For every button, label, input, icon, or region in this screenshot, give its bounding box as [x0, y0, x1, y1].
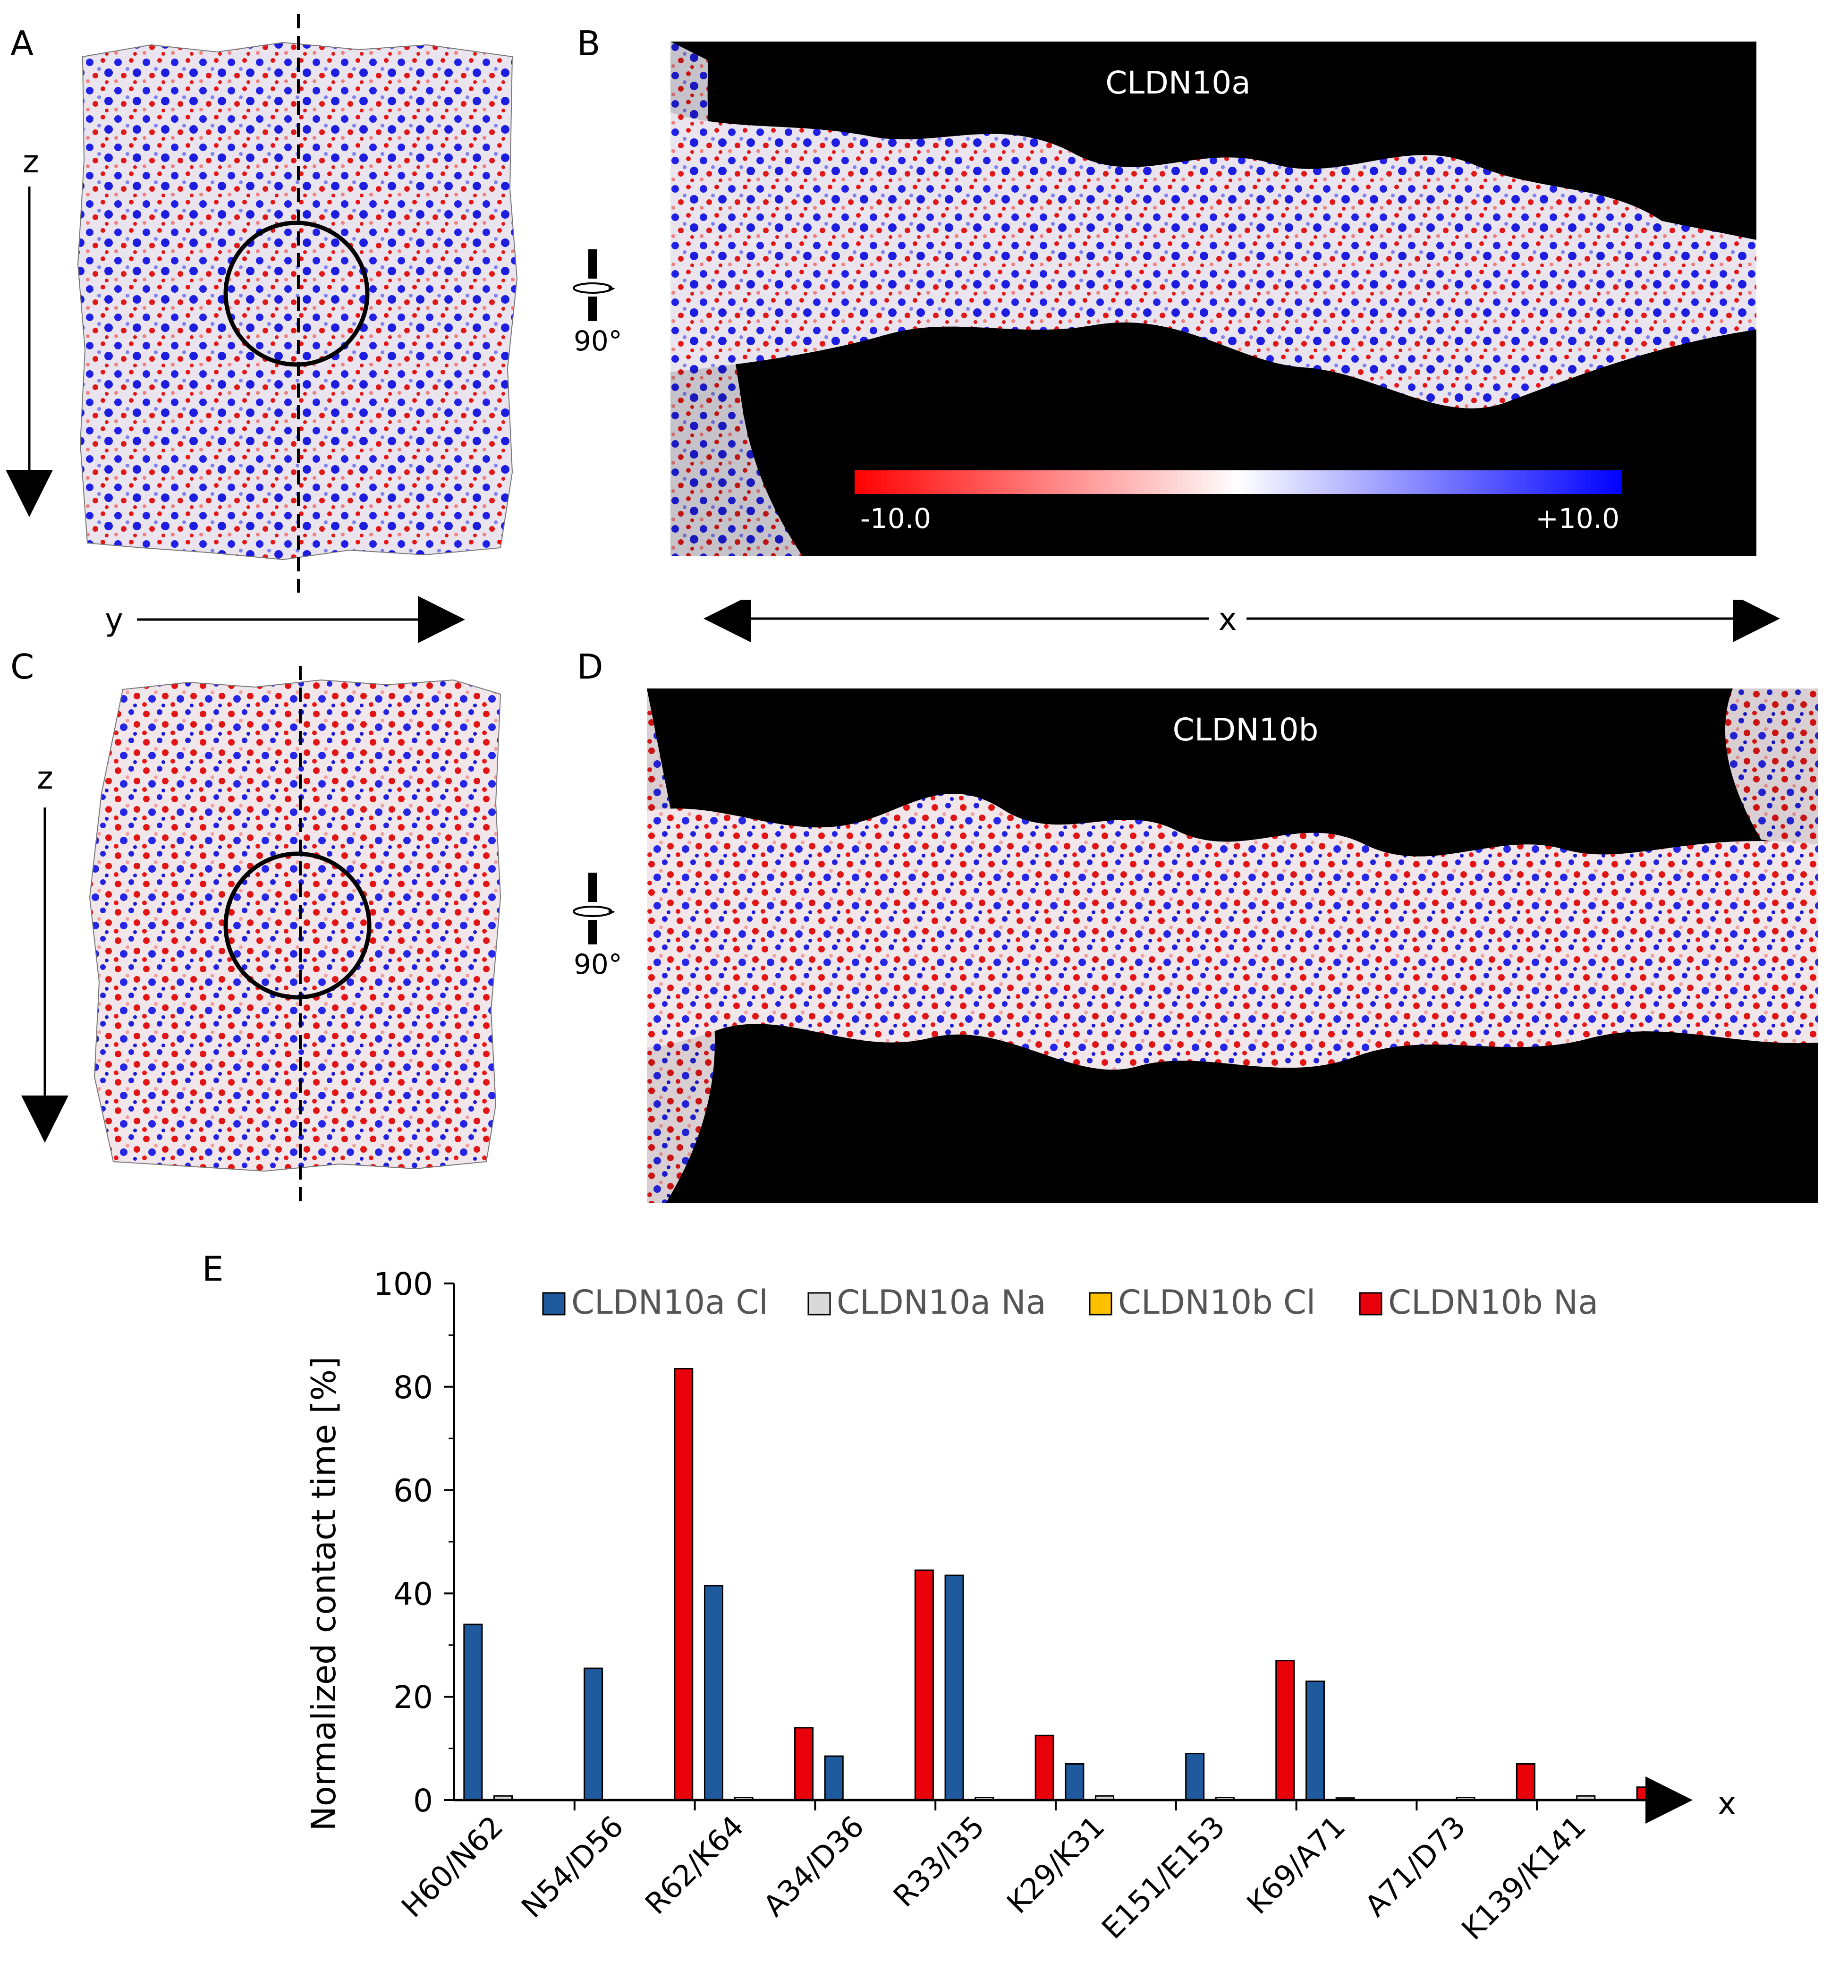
y-tick-label: 60 — [393, 1473, 433, 1509]
bar-cldn10b-na-3 — [914, 1569, 934, 1801]
cldn10a-title: CLDN10a — [1105, 65, 1250, 101]
rotation-label-bottom: 90° — [574, 948, 622, 980]
legend-swatch — [807, 1292, 831, 1316]
x-tick-label: K139/K141 — [1455, 1809, 1593, 1946]
bar-cldn10a-cl-1 — [584, 1667, 603, 1801]
z-axis-label-c: z — [37, 760, 53, 796]
panel-label-d: D — [577, 647, 603, 687]
y-tick-label: 20 — [393, 1679, 433, 1716]
potential-color-scale — [855, 470, 1622, 494]
rotation-label-top: 90° — [574, 325, 622, 357]
x-tick-label: E151/E153 — [1095, 1809, 1231, 1946]
x-tick-labels: H60/N62 N54/D56 R62/K64 A34/D36 R33/I35 K29/K… — [395, 1800, 1658, 1946]
y-axis-title: Normalized contact time [%] — [305, 1357, 343, 1831]
cldn10b-title: CLDN10b — [1173, 712, 1319, 748]
pore-circle — [223, 221, 370, 367]
scale-max-label: +10.0 — [1535, 502, 1619, 535]
panel-a-surface-figure: z y — [6, 14, 518, 643]
pore-circle-c — [223, 851, 372, 1000]
legend-label: CLDN10b Na — [1388, 1283, 1598, 1322]
legend: CLDN10a Cl CLDN10a Na CLDN10b Cl CLDN10b Na — [542, 1283, 1598, 1322]
bar-cldn10b-na-9 — [1636, 1786, 1656, 1801]
rotation-icon-bottom: 90° — [573, 873, 622, 980]
x-tick-label: R33/I35 — [886, 1809, 991, 1913]
panel-label-c: C — [10, 647, 34, 687]
panel-e-bar-chart: Normalized contact time [%] 0 20 40 60 80 100… — [305, 1266, 1736, 1946]
legend-label: CLDN10a Cl — [571, 1283, 768, 1322]
x-tick-label: A71/D73 — [1358, 1809, 1472, 1923]
legend-label: CLDN10a Na — [837, 1283, 1046, 1322]
cldn10b-surface — [89, 679, 501, 1172]
x-tick-label: R62/K64 — [638, 1809, 750, 1921]
z-axis-label: z — [23, 144, 39, 180]
cldn10b-channel-surface — [647, 793, 1818, 1070]
x-axis-label-top: x — [1218, 601, 1237, 637]
bar-cldn10a-cl-7 — [1305, 1680, 1325, 1801]
panel-d-cross-section: CLDN10b — [647, 688, 1818, 1203]
scale-min-label: -10.0 — [860, 502, 931, 535]
panel-b-cross-section: CLDN10a -10.0 +10.0 — [670, 42, 1756, 556]
y-axis-ticks: 0 20 40 60 80 100 — [373, 1266, 454, 1819]
x-axis-label-chart: x — [1718, 1785, 1736, 1822]
legend-swatch — [542, 1292, 566, 1316]
bar-cldn10a-cl-6 — [1185, 1753, 1205, 1801]
panel-label-b: B — [577, 24, 601, 63]
legend-label: CLDN10b Cl — [1118, 1283, 1315, 1322]
bar-cldn10a-cl-2 — [704, 1585, 723, 1801]
x-tick-label: A34/D36 — [756, 1809, 871, 1923]
y-axis-label: y — [105, 602, 123, 638]
cldn10a-channel-surface — [670, 112, 1756, 408]
bar-cldn10b-na-8 — [1516, 1763, 1535, 1801]
rotation-icon-top: 90° — [573, 249, 622, 357]
x-tick-label: H60/N62 — [395, 1809, 510, 1924]
y-tick-label: 100 — [373, 1266, 433, 1302]
x-tick-label: K69/A71 — [1240, 1809, 1352, 1921]
x-tick-label: K29/K31 — [1000, 1809, 1111, 1920]
bar-cldn10a-cl-4 — [944, 1574, 964, 1801]
bar-cldn10a-cl-5 — [1065, 1763, 1085, 1801]
bar-cldn10b-na-2 — [794, 1727, 814, 1801]
panel-label-e: E — [202, 1249, 224, 1289]
x-axis-horizontal: x — [704, 600, 1780, 642]
bar-cldn10a-cl-3 — [824, 1755, 844, 1801]
bar-cldn10a-cl-0 — [463, 1623, 483, 1801]
y-tick-label: 40 — [393, 1576, 433, 1612]
panel-c-surface-figure: z — [21, 666, 501, 1206]
x-tick-label: N54/D56 — [515, 1809, 630, 1925]
bars — [463, 1368, 1656, 1801]
y-tick-label: 0 — [413, 1783, 433, 1819]
y-tick-label: 80 — [393, 1369, 433, 1406]
panel-label-a: A — [10, 24, 34, 63]
legend-swatch — [1089, 1292, 1112, 1316]
bar-cldn10b-na-4 — [1034, 1734, 1054, 1801]
legend-swatch — [1359, 1292, 1382, 1316]
bar-cldn10b-na-1 — [674, 1368, 694, 1801]
bar-cldn10b-na-6 — [1275, 1660, 1295, 1801]
